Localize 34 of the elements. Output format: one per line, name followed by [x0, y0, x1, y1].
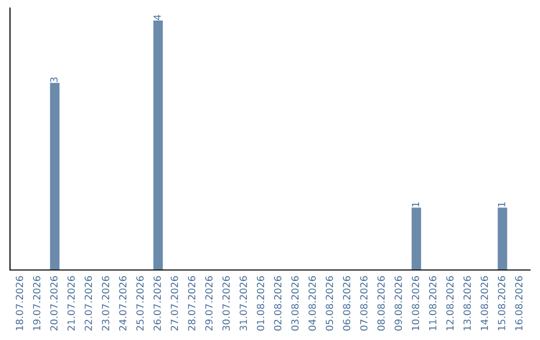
x-tick-label: 20.07.2026 [50, 276, 58, 331]
x-tick-label: 09.08.2026 [394, 276, 402, 331]
x-tick-label: 23.07.2026 [102, 276, 110, 331]
x-tick-label: 12.08.2026 [446, 276, 454, 330]
x-tick-label: 10.08.2026 [412, 276, 420, 330]
x-tick-label: 22.07.2026 [84, 276, 92, 331]
x-tick-label: 13.08.2026 [463, 276, 471, 330]
x-tick-label: 07.08.2026 [360, 276, 368, 331]
x-tick-label: 03.08.2026 [291, 276, 299, 331]
x-tick-label: 25.07.2026 [136, 276, 144, 331]
x-tick-label: 24.07.2026 [119, 276, 126, 331]
x-tick-label: 28.07.2026 [188, 276, 196, 331]
x-tick-label: 15.08.2026 [498, 276, 506, 330]
x-tick-label: 31.07.2026 [240, 276, 247, 330]
x-tick-label: 30.07.2026 [222, 276, 230, 330]
x-tick-label: 01.08.2026 [256, 276, 264, 331]
x-tick-label: 26.07.2026 [154, 276, 161, 331]
x-tick-label: 19.07.2026 [33, 276, 40, 330]
x-tick-label: 06.08.2026 [342, 276, 350, 331]
data-label: 3 [50, 77, 58, 82]
x-tick-label: 04.08.2026 [308, 276, 316, 331]
x-tick-label: 14.08.2026 [480, 276, 488, 330]
x-tick-label: 21.07.2026 [67, 276, 75, 331]
x-tick-label: 18.07.2026 [16, 276, 24, 330]
x-tick-label: 16.08.2026 [515, 276, 522, 330]
data-label: 1 [498, 202, 506, 207]
x-tick-label: 29.07.2026 [205, 276, 213, 331]
data-label: 1 [412, 202, 420, 207]
x-tick-label: 02.08.2026 [274, 276, 282, 331]
x-tick-label: 11.08.2026 [429, 276, 436, 330]
data-label: 4 [154, 14, 161, 20]
x-tick-label: 27.07.2026 [170, 276, 178, 331]
x-tick-label: 05.08.2026 [326, 276, 334, 331]
x-tick-label: 08.08.2026 [377, 276, 385, 331]
